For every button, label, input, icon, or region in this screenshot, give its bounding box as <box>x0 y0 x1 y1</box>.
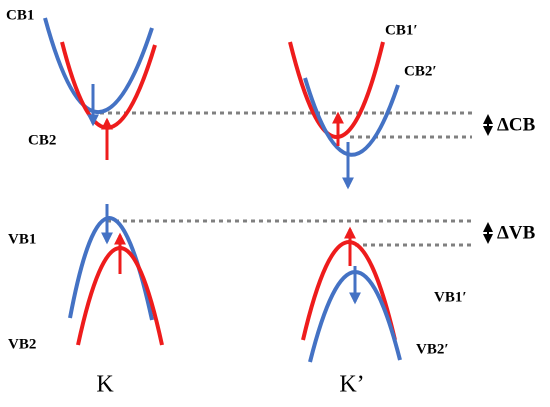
splitting-label: ΔCB <box>497 114 536 135</box>
band-label: CB2′ <box>404 63 437 79</box>
band-curve <box>43 17 154 114</box>
band-label: VB2′ <box>416 341 449 357</box>
splitting-label: ΔVB <box>497 222 536 243</box>
band-label: CB1′ <box>385 22 418 38</box>
band-label: CB2 <box>28 132 56 148</box>
valley-label: K <box>96 372 114 398</box>
band-label: VB1 <box>8 231 36 247</box>
band-label: VB2 <box>8 336 36 352</box>
band-label: CB1 <box>6 7 34 23</box>
valley-label: K’ <box>339 372 364 398</box>
band-label: VB1′ <box>434 289 467 305</box>
band-curve <box>303 77 400 157</box>
